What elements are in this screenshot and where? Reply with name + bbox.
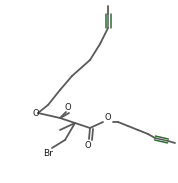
Text: O: O xyxy=(85,141,91,150)
Text: O: O xyxy=(65,104,71,113)
Text: O: O xyxy=(105,113,111,122)
Text: Br: Br xyxy=(43,148,53,158)
Text: O: O xyxy=(33,109,39,119)
